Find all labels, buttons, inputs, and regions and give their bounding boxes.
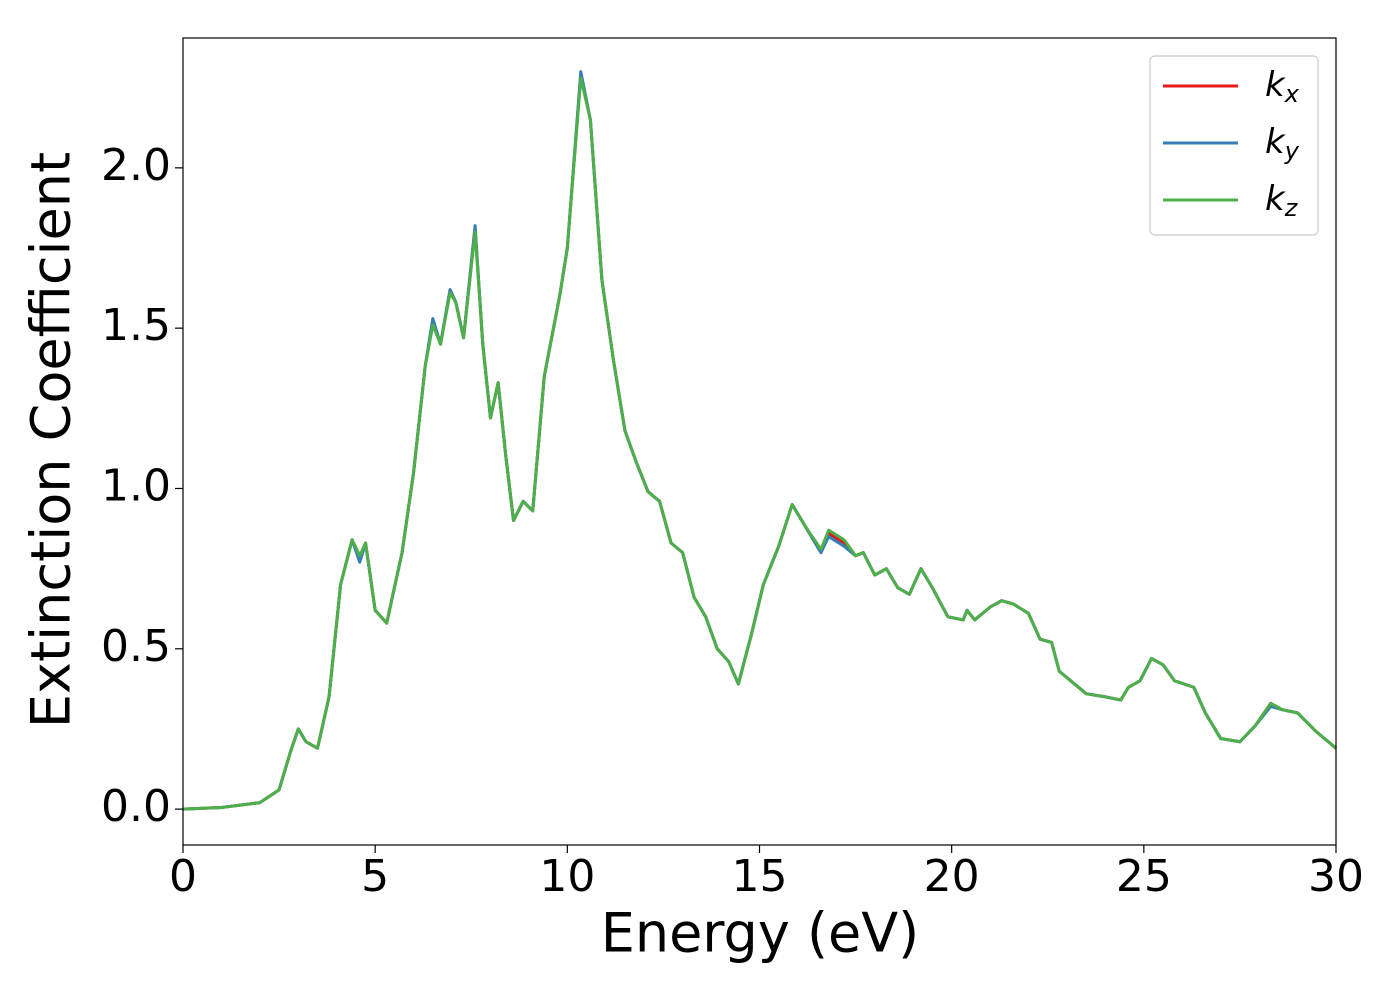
x-tick-label: 25 [1116, 851, 1172, 902]
data-line [182, 76, 1337, 811]
y-tick-label: 1.0 [101, 460, 171, 511]
x-axis-label: Energy (eV) [601, 902, 920, 965]
y-tick-label: 0.0 [101, 781, 171, 832]
legend-label: kx [1265, 65, 1300, 109]
plot-frame [182, 37, 1337, 846]
x-tick-label: 0 [169, 851, 197, 902]
x-tick-label: 20 [924, 851, 980, 902]
x-tick-label: 5 [361, 851, 389, 902]
x-tick-label: 10 [539, 851, 595, 902]
y-tick-label: 0.5 [101, 621, 171, 672]
y-tick-label: 2.0 [101, 140, 171, 191]
legend-label: kz [1265, 179, 1299, 223]
legend-label: ky [1265, 122, 1300, 166]
legend-box [1149, 55, 1319, 236]
y-tick-label: 1.5 [101, 300, 171, 351]
x-tick-label: 15 [732, 851, 788, 902]
y-axis-label: Extinction Coefficient [20, 152, 83, 728]
x-tick-label: 30 [1308, 851, 1364, 902]
